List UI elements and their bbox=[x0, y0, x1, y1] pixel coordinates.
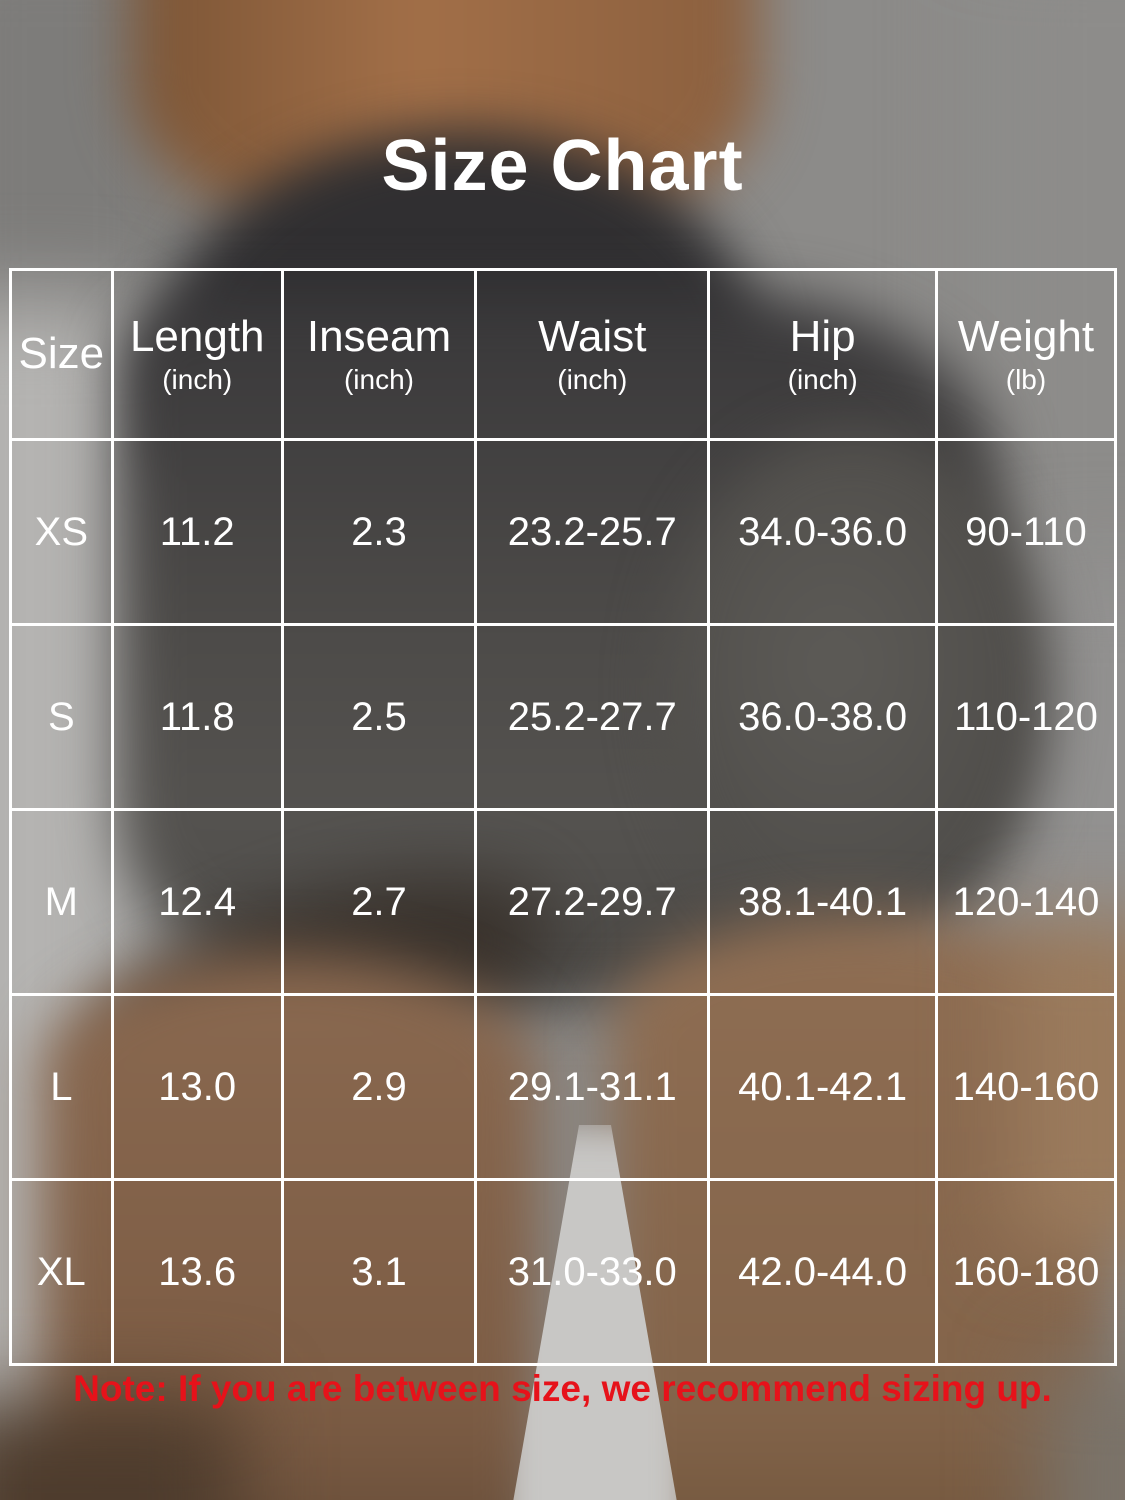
cell-xl-inseam: 3.1 bbox=[280, 1178, 478, 1366]
cell-l-waist: 29.1-31.1 bbox=[474, 993, 711, 1181]
cell-m-size: M bbox=[9, 808, 114, 996]
table-row-xs: XS 11.2 2.3 23.2-25.7 34.0-36.0 90-110 bbox=[9, 438, 1118, 626]
cell-xs-waist: 23.2-25.7 bbox=[474, 438, 711, 626]
cell-xs-hip: 34.0-36.0 bbox=[707, 438, 938, 626]
column-label-hip: Hip bbox=[789, 311, 856, 361]
cell-m-length: 12.4 bbox=[110, 808, 284, 996]
column-label-length: Length bbox=[129, 311, 265, 361]
cell-xs-size: XS bbox=[9, 438, 114, 626]
column-unit-waist: (inch) bbox=[557, 364, 628, 396]
cell-m-hip: 38.1-40.1 bbox=[707, 808, 938, 996]
cell-l-inseam: 2.9 bbox=[280, 993, 478, 1181]
cell-xs-length: 11.2 bbox=[110, 438, 284, 626]
table-row-xl: XL 13.6 3.1 31.0-33.0 42.0-44.0 160-180 bbox=[9, 1178, 1118, 1366]
cell-m-inseam: 2.7 bbox=[280, 808, 478, 996]
cell-l-length: 13.0 bbox=[110, 993, 284, 1181]
cell-l-weight: 140-160 bbox=[934, 993, 1118, 1181]
column-header-inseam: Inseam (inch) bbox=[280, 268, 478, 441]
column-header-weight: Weight (lb) bbox=[934, 268, 1118, 441]
table-row-m: M 12.4 2.7 27.2-29.7 38.1-40.1 120-140 bbox=[9, 808, 1118, 996]
cell-s-size: S bbox=[9, 623, 114, 811]
cell-m-waist: 27.2-29.7 bbox=[474, 808, 711, 996]
column-unit-length: (inch) bbox=[162, 364, 233, 396]
cell-s-hip: 36.0-38.0 bbox=[707, 623, 938, 811]
column-header-hip: Hip (inch) bbox=[707, 268, 938, 441]
column-header-size: Size bbox=[9, 268, 114, 441]
cell-xl-length: 13.6 bbox=[110, 1178, 284, 1366]
cell-s-length: 11.8 bbox=[110, 623, 284, 811]
size-chart-table: Size Length (inch) Inseam (inch) Waist (… bbox=[9, 268, 1118, 1366]
cell-s-inseam: 2.5 bbox=[280, 623, 478, 811]
column-header-waist: Waist (inch) bbox=[474, 268, 711, 441]
cell-xl-size: XL bbox=[9, 1178, 114, 1366]
cell-l-hip: 40.1-42.1 bbox=[707, 993, 938, 1181]
cell-l-size: L bbox=[9, 993, 114, 1181]
header-row: Size Length (inch) Inseam (inch) Waist (… bbox=[9, 268, 1118, 441]
column-unit-weight: (lb) bbox=[1005, 364, 1047, 396]
column-label-waist: Waist bbox=[538, 311, 647, 361]
cell-s-waist: 25.2-27.7 bbox=[474, 623, 711, 811]
column-unit-inseam: (inch) bbox=[343, 364, 414, 396]
cell-s-weight: 110-120 bbox=[934, 623, 1118, 811]
cell-xs-inseam: 2.3 bbox=[280, 438, 478, 626]
column-label-inseam: Inseam bbox=[306, 311, 452, 361]
sizing-note: Note: If you are between size, we recomm… bbox=[73, 1368, 1052, 1409]
column-label-weight: Weight bbox=[957, 311, 1095, 361]
column-unit-hip: (inch) bbox=[787, 364, 858, 396]
cell-xl-weight: 160-180 bbox=[934, 1178, 1118, 1366]
page-title: Size Chart bbox=[381, 126, 744, 206]
column-header-length: Length (inch) bbox=[110, 268, 284, 441]
cell-xl-hip: 42.0-44.0 bbox=[707, 1178, 938, 1366]
bottom-right-backdrop bbox=[1040, 1360, 1125, 1500]
cell-xl-waist: 31.0-33.0 bbox=[474, 1178, 711, 1366]
column-label-size: Size bbox=[18, 329, 105, 379]
cell-m-weight: 120-140 bbox=[934, 808, 1118, 996]
table-row-l: L 13.0 2.9 29.1-31.1 40.1-42.1 140-160 bbox=[9, 993, 1118, 1181]
cell-xs-weight: 90-110 bbox=[934, 438, 1118, 626]
bottom-left-shadow bbox=[0, 1400, 240, 1500]
table-row-s: S 11.8 2.5 25.2-27.7 36.0-38.0 110-120 bbox=[9, 623, 1118, 811]
